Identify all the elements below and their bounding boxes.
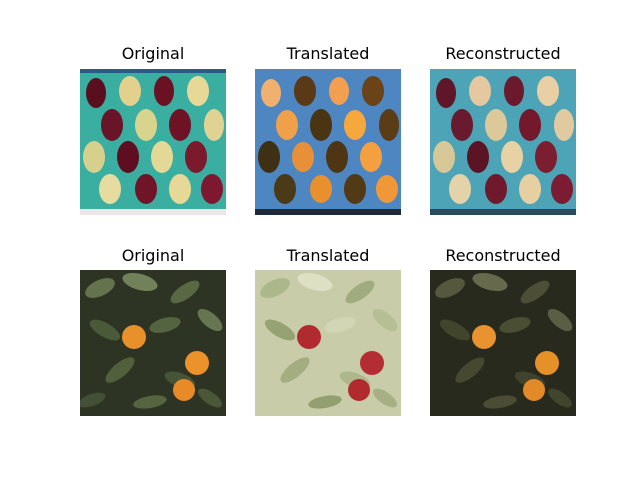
- apple-yellow: [83, 76, 224, 204]
- apple-red: [297, 325, 384, 401]
- orange-fruit: [122, 325, 209, 401]
- image-tree-reconstructed: [430, 270, 576, 416]
- image-apples-original: [80, 69, 226, 215]
- image-apples-translated: [255, 69, 401, 215]
- apple-red: [436, 76, 573, 204]
- apple-yellow: [433, 76, 574, 204]
- panel-title-reconstructed-row1: Reconstructed: [445, 44, 561, 63]
- image-tree-original: [80, 270, 226, 416]
- leaves: [80, 272, 223, 409]
- apple-red: [86, 76, 223, 204]
- leaves: [435, 272, 573, 409]
- orange-fruit: [261, 77, 398, 203]
- panel-title-original-row1: Original: [121, 44, 185, 63]
- panel-title-reconstructed-row2: Reconstructed: [445, 246, 561, 265]
- dark-fruit: [258, 76, 399, 204]
- image-tree-translated: [255, 270, 401, 416]
- image-apples-reconstructed: [430, 69, 576, 215]
- orange-fruit: [472, 325, 559, 401]
- panel-title-translated-row2: Translated: [286, 246, 370, 265]
- panel-title-translated-row1: Translated: [286, 44, 370, 63]
- panel-title-original-row2: Original: [121, 246, 185, 265]
- leaves: [260, 272, 398, 409]
